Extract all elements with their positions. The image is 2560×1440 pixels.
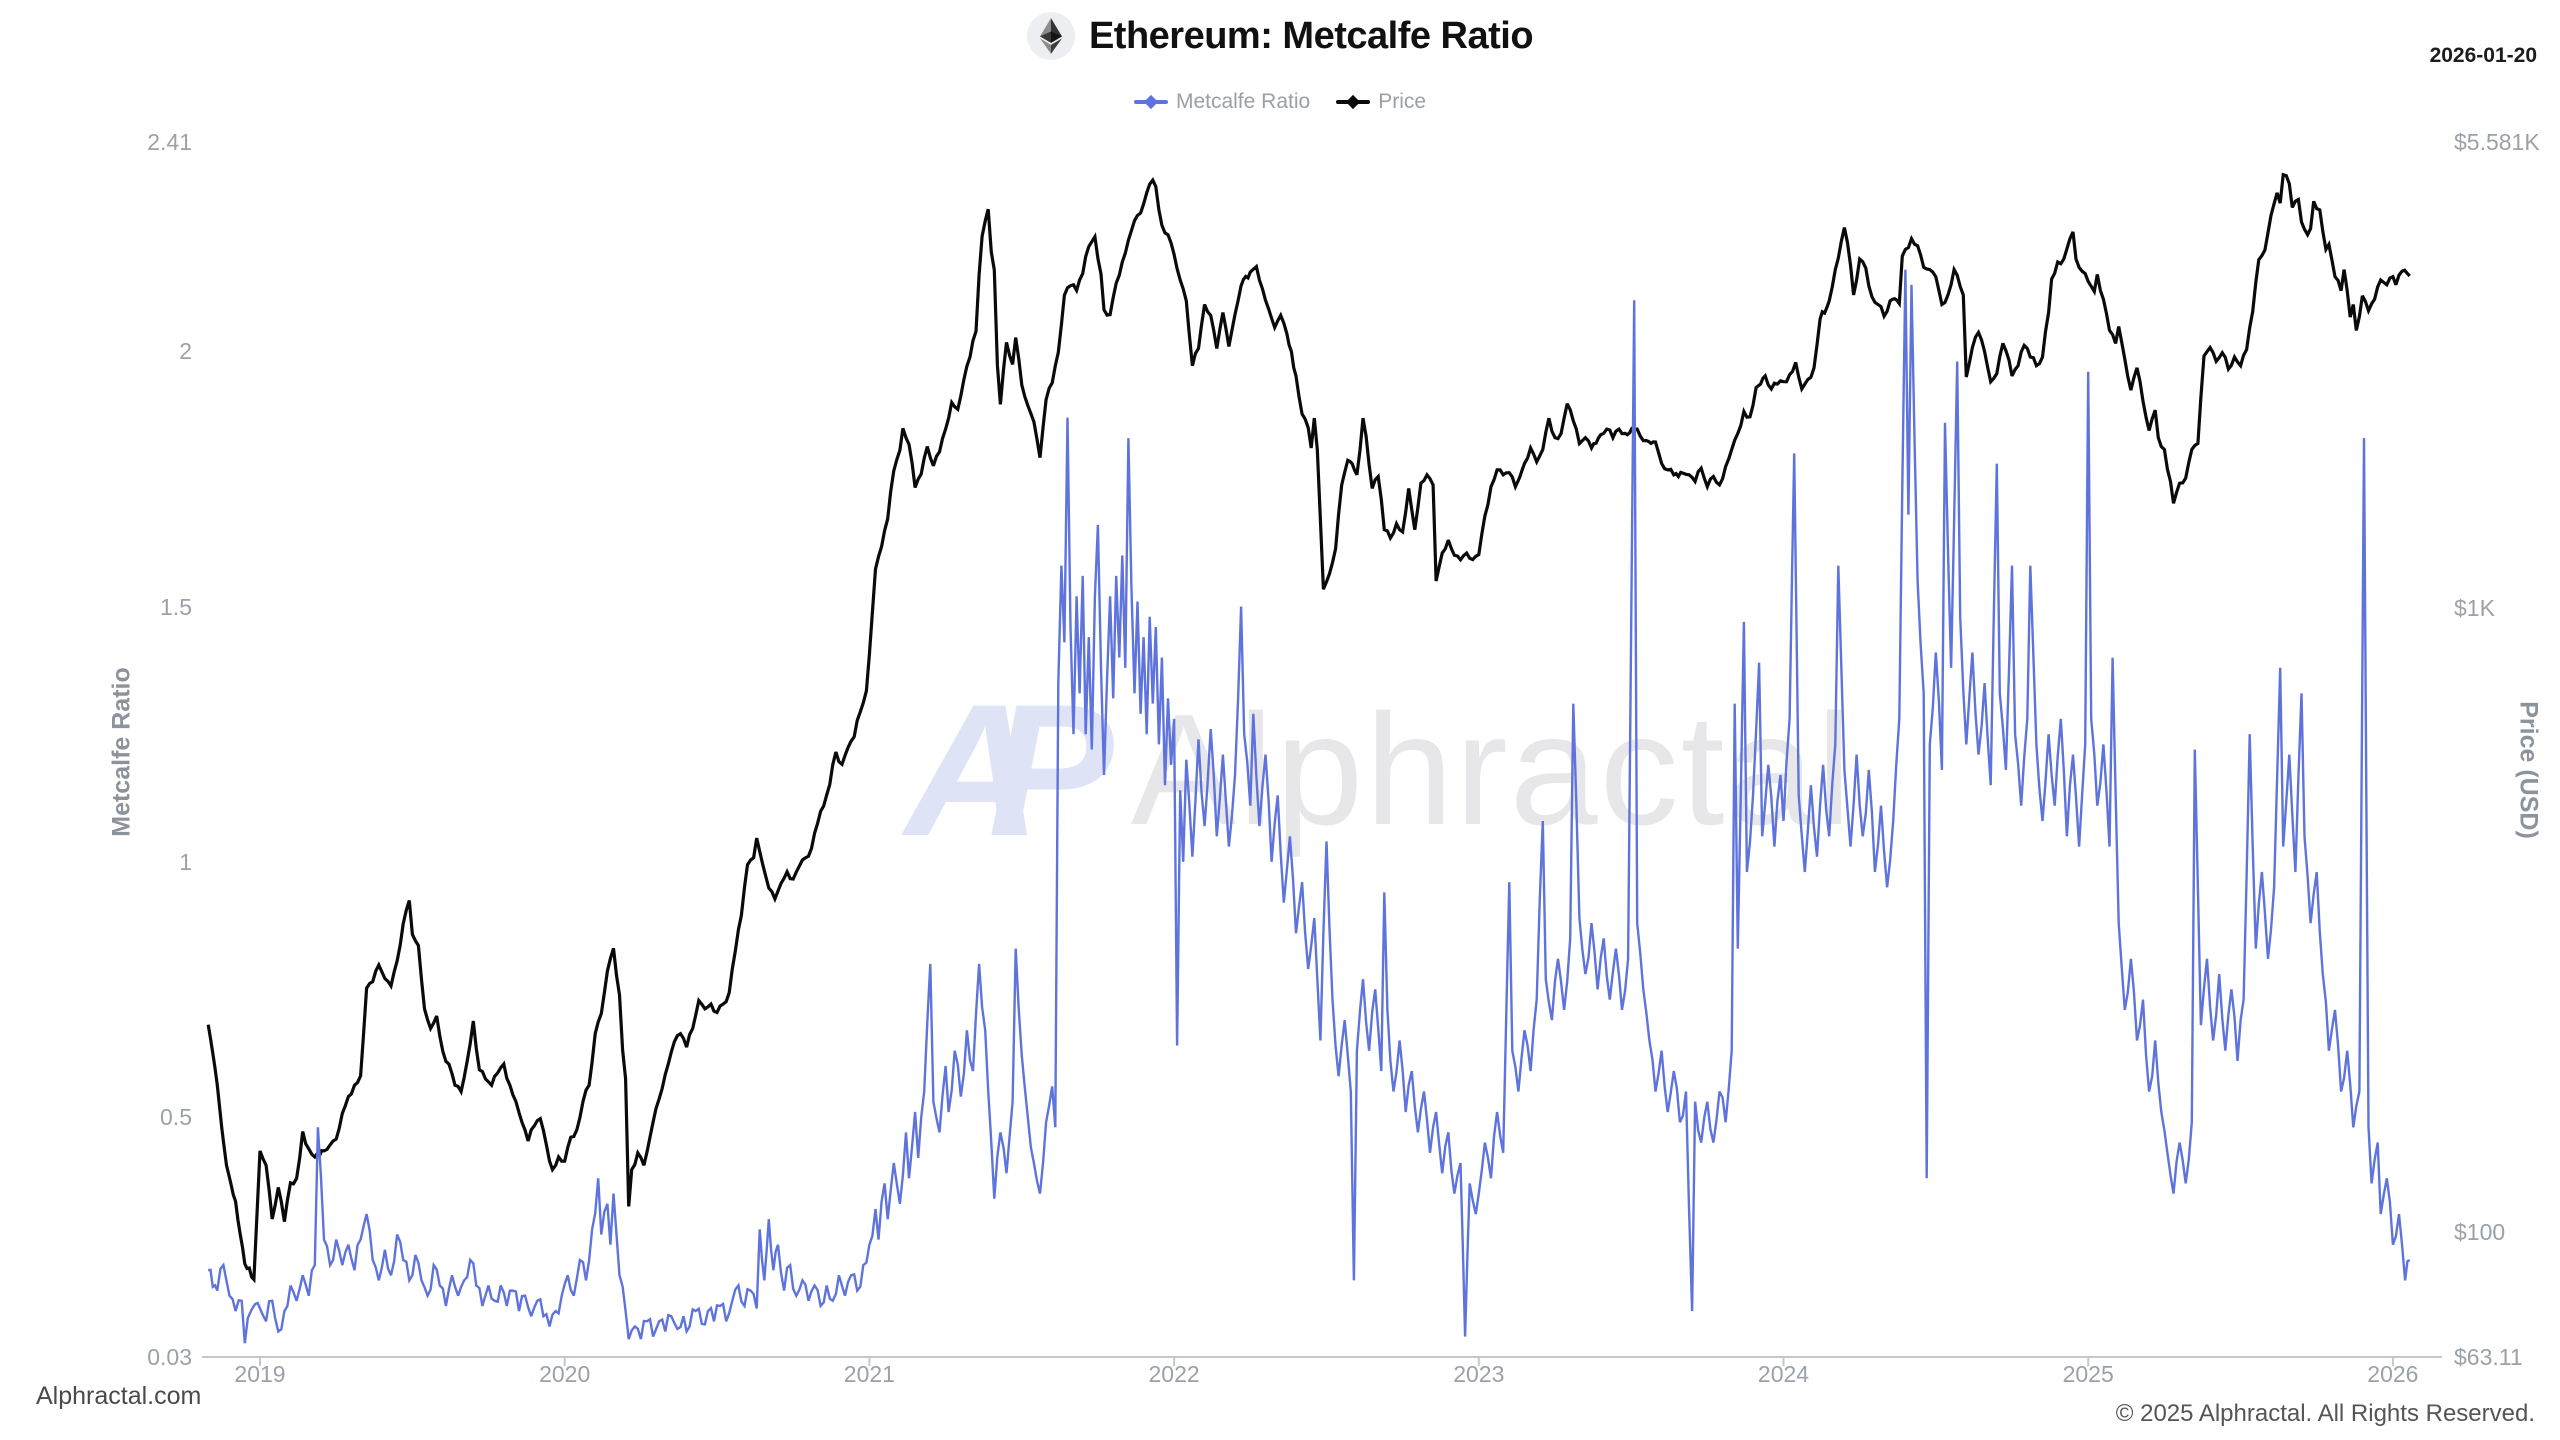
left-axis-tick: 0.03 xyxy=(147,1344,192,1370)
date-stamp: 2026-01-20 xyxy=(2429,44,2537,67)
x-axis-tick: 2019 xyxy=(234,1361,286,1387)
right-axis-tick: $5.581K xyxy=(2454,129,2540,155)
left-axis-tick: 2.41 xyxy=(147,129,192,155)
right-axis-tick: $63.11 xyxy=(2454,1344,2523,1370)
legend-label: Price xyxy=(1378,90,1427,113)
x-axis-tick: 2025 xyxy=(2062,1361,2114,1387)
x-axis-tick: 2021 xyxy=(843,1361,895,1387)
left-axis-tick: 1.5 xyxy=(160,593,192,620)
legend-item-price[interactable]: Price xyxy=(1336,90,1426,114)
x-axis-tick: 2020 xyxy=(539,1361,591,1387)
legend-label: Metcalfe Ratio xyxy=(1175,90,1311,113)
left-axis-tick: 1 xyxy=(179,848,192,875)
footer-copyright: © 2025 Alphractal. All Rights Reserved. xyxy=(2115,1400,2535,1427)
metcalfe-series-marker-icon xyxy=(1133,94,1168,110)
series-line-price xyxy=(206,172,2411,1284)
legend-item-metcalfe-ratio[interactable]: Metcalfe Ratio xyxy=(1133,90,1311,114)
legend: Metcalfe Ratio Price xyxy=(0,90,2560,114)
x-axis-tick: 2022 xyxy=(1148,1361,1200,1387)
right-axis-tick: $1K xyxy=(2454,595,2495,622)
x-axis-tick: 2024 xyxy=(1757,1361,1810,1387)
ethereum-logo-icon xyxy=(1026,12,1075,60)
x-axis-tick: 2023 xyxy=(1453,1361,1505,1387)
page-title: Ethereum: Metcalfe Ratio xyxy=(1088,14,1534,57)
price-series-marker-icon xyxy=(1336,94,1371,110)
left-axis-tick: 0.5 xyxy=(160,1104,192,1131)
footer-site-link[interactable]: Alphractal.com xyxy=(36,1382,202,1410)
right-axis-tick: $100 xyxy=(2454,1219,2506,1246)
left-axis-tick: 2 xyxy=(179,338,192,365)
x-axis-tick: 2026 xyxy=(2367,1361,2419,1387)
series-line-metcalfe-ratio xyxy=(208,269,2411,1344)
header: Ethereum: Metcalfe Ratio xyxy=(0,12,2560,60)
